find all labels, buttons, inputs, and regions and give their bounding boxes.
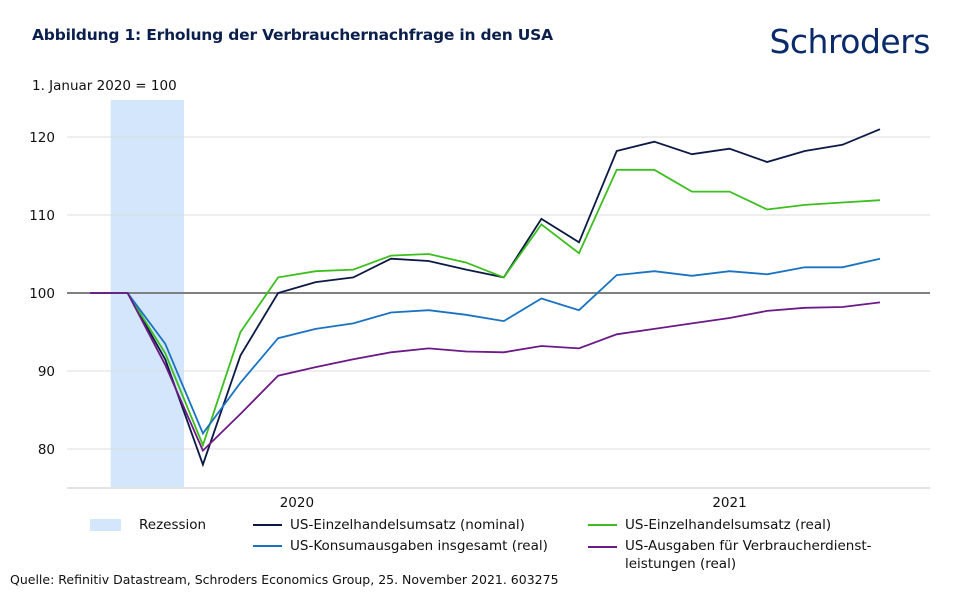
legend-label-line2: leistungen (real) (625, 556, 737, 572)
chart-title: Abbildung 1: Erholung der Verbrauchernac… (32, 26, 553, 44)
series-line-3 (90, 292, 881, 453)
series-swatch (588, 524, 617, 526)
recession-swatch (90, 519, 121, 531)
legend-item-recession: Rezession (90, 516, 206, 534)
series-line-0 (90, 128, 881, 468)
source-note: Quelle: Refinitiv Datastream, Schroders … (10, 572, 559, 587)
series-swatch (253, 524, 282, 526)
series-line-2 (90, 257, 881, 436)
legend-label: Rezession (139, 517, 207, 533)
legend-label: US-Konsumausgaben insgesamt (real) (290, 538, 548, 554)
line-chart: 80 90 100 110 120 2020 2021 (29, 100, 930, 511)
series-line-1 (90, 168, 881, 448)
legend-label: US-Einzelhandelsumsatz (nominal) (290, 517, 525, 533)
y-tick-label: 110 (29, 208, 55, 224)
legend-item-retail-real: US-Einzelhandelsumsatz (real) (588, 516, 831, 534)
legend-item-consumption-total: US-Konsumausgaben insgesamt (real) (253, 537, 548, 555)
y-tick-label: 90 (38, 364, 55, 380)
y-tick-label: 100 (29, 286, 55, 302)
y-tick-label: 120 (29, 130, 55, 146)
legend-label-line1: US-Ausgaben für Verbraucherdienst- (625, 538, 872, 554)
y-axis-unit-label: 1. Januar 2020 = 100 (32, 78, 177, 94)
x-tick-label: 2021 (712, 495, 746, 511)
legend-label: US-Ausgaben für Verbraucherdienst- leist… (625, 537, 872, 573)
legend-item-retail-nominal: US-Einzelhandelsumsatz (nominal) (253, 516, 525, 534)
y-tick-label: 80 (38, 442, 55, 458)
legend-label: US-Einzelhandelsumsatz (real) (625, 517, 832, 533)
legend-item-services: US-Ausgaben für Verbraucherdienst- leist… (588, 537, 872, 573)
series-swatch (253, 545, 282, 547)
schroders-logo: Schroders (769, 22, 930, 61)
series-swatch (588, 546, 617, 548)
x-tick-label: 2020 (280, 495, 314, 511)
